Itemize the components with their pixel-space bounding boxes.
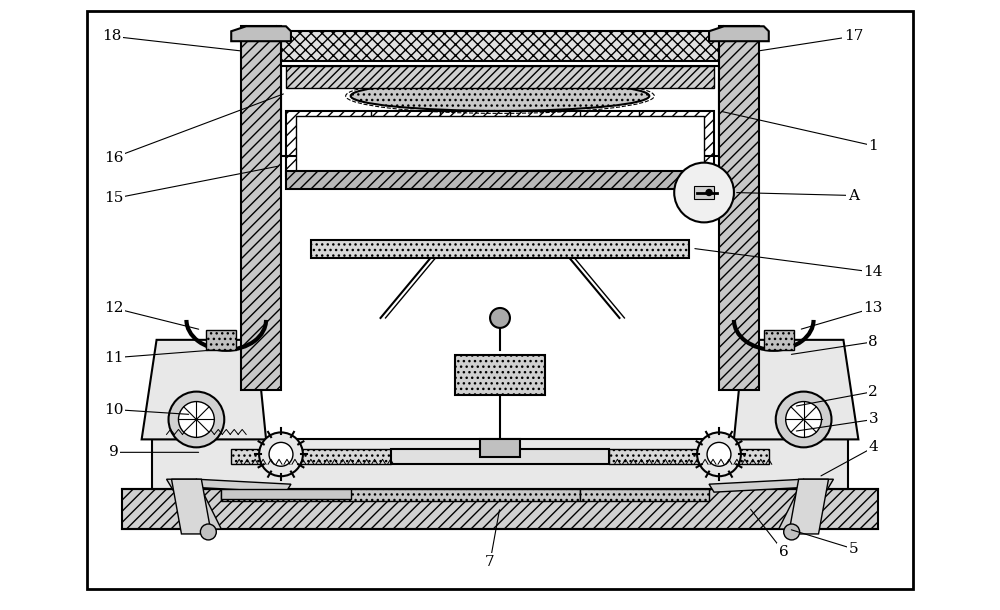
Circle shape <box>786 401 822 437</box>
Circle shape <box>697 432 741 476</box>
Circle shape <box>269 442 293 466</box>
Bar <box>286 171 714 188</box>
Bar <box>719 26 759 390</box>
Polygon shape <box>167 479 221 529</box>
Polygon shape <box>779 479 833 529</box>
Polygon shape <box>739 345 838 395</box>
Polygon shape <box>172 479 211 534</box>
Text: 4: 4 <box>868 440 878 454</box>
Bar <box>281 66 719 156</box>
Polygon shape <box>709 479 809 492</box>
Bar <box>286 66 714 88</box>
Bar <box>286 111 714 176</box>
Text: 16: 16 <box>104 151 124 165</box>
Bar <box>152 439 848 489</box>
Bar <box>296 116 704 171</box>
Text: 13: 13 <box>864 301 883 315</box>
Bar <box>87 12 913 589</box>
Text: 14: 14 <box>864 265 883 279</box>
Polygon shape <box>231 26 291 41</box>
Bar <box>580 489 709 501</box>
Text: 15: 15 <box>104 192 123 206</box>
Polygon shape <box>162 345 261 395</box>
Text: 11: 11 <box>104 351 124 365</box>
Text: 9: 9 <box>109 445 119 459</box>
Text: 7: 7 <box>485 555 495 569</box>
Text: 3: 3 <box>868 412 878 426</box>
Circle shape <box>490 308 510 328</box>
Ellipse shape <box>351 81 649 111</box>
Polygon shape <box>709 26 769 41</box>
Text: 1: 1 <box>868 138 878 152</box>
Bar <box>311 240 689 258</box>
Circle shape <box>169 392 224 447</box>
Text: 6: 6 <box>779 545 789 559</box>
Circle shape <box>674 163 734 223</box>
Bar <box>231 450 391 464</box>
Polygon shape <box>142 340 266 439</box>
Bar <box>206 330 236 350</box>
Circle shape <box>706 190 712 195</box>
Text: 10: 10 <box>104 403 124 417</box>
Bar <box>221 489 580 501</box>
Text: 5: 5 <box>849 542 858 556</box>
Circle shape <box>178 401 214 437</box>
Text: 17: 17 <box>844 29 863 43</box>
Bar <box>391 450 609 464</box>
Text: 18: 18 <box>102 29 121 43</box>
Circle shape <box>784 524 800 540</box>
Bar <box>122 489 878 529</box>
Text: A: A <box>848 188 859 203</box>
Bar <box>764 330 794 350</box>
Bar <box>609 450 769 464</box>
Text: 2: 2 <box>868 384 878 398</box>
Text: 12: 12 <box>104 301 124 315</box>
Bar <box>241 26 281 390</box>
Bar <box>281 31 719 61</box>
Circle shape <box>259 432 303 476</box>
Circle shape <box>200 524 216 540</box>
Text: 8: 8 <box>868 335 878 349</box>
Polygon shape <box>789 479 828 534</box>
Bar <box>221 489 351 499</box>
Circle shape <box>776 392 831 447</box>
Polygon shape <box>191 479 291 492</box>
Bar <box>694 185 714 199</box>
Bar <box>455 355 545 395</box>
Polygon shape <box>734 340 858 439</box>
Circle shape <box>707 442 731 466</box>
Bar <box>480 439 520 458</box>
